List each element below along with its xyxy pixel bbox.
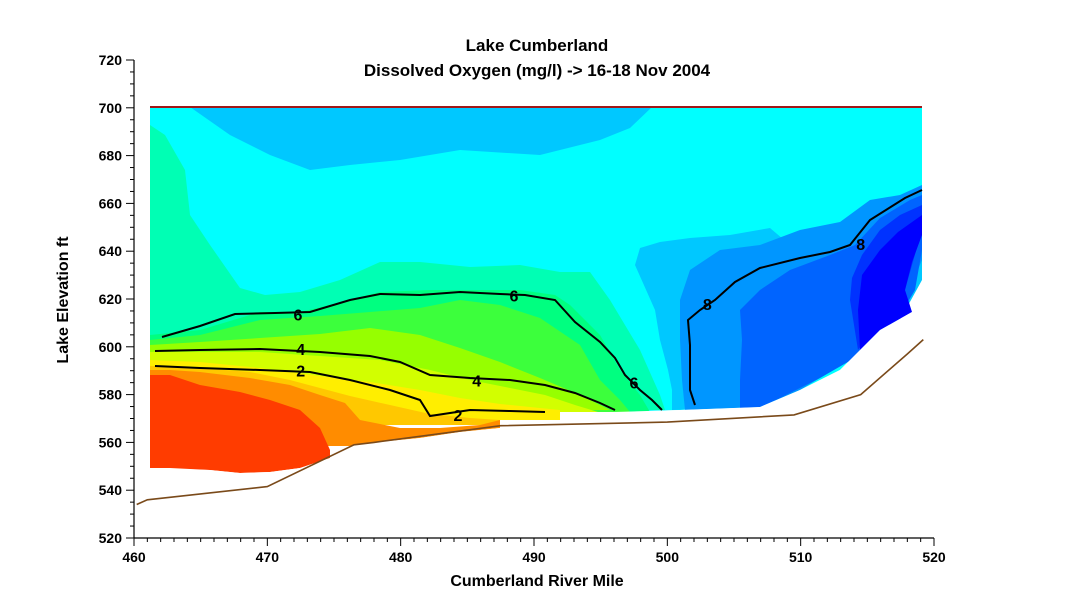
- band-pure-blue: [858, 215, 922, 350]
- x-tick-label: 490: [522, 549, 546, 565]
- y-tick-label: 560: [99, 434, 123, 450]
- y-tick-label: 600: [99, 339, 123, 355]
- contour-label: 6: [294, 308, 303, 325]
- x-tick-label: 470: [256, 549, 280, 565]
- chart-title: Lake Cumberland: [466, 36, 609, 55]
- x-tick-label: 480: [389, 549, 413, 565]
- bottom-profile-line: [136, 339, 924, 506]
- y-tick-label: 540: [99, 482, 123, 498]
- y-tick-label: 660: [99, 195, 123, 211]
- bed-mask: [140, 300, 925, 545]
- x-tick-label: 520: [922, 549, 946, 565]
- chart-subtitle: Dissolved Oxygen (mg/l) -> 16-18 Nov 200…: [364, 61, 711, 80]
- contour-label: 6: [510, 288, 519, 305]
- contour-2: [154, 365, 546, 418]
- y-tick-label: 720: [99, 52, 123, 68]
- contour-label: 2: [296, 364, 305, 381]
- y-tick-label: 520: [99, 530, 123, 546]
- contour-label: 4: [296, 342, 305, 359]
- y-axis-label: Lake Elevation ft: [55, 236, 72, 364]
- y-tick-label: 620: [99, 291, 123, 307]
- y-ticks: 520 540 560 580 600 620 640 660 680 700 720: [99, 52, 134, 546]
- contour-label: 2: [454, 408, 463, 425]
- contour-label: 4: [472, 373, 481, 390]
- y-tick-label: 640: [99, 243, 123, 259]
- y-tick-label: 700: [99, 100, 123, 116]
- contour-label: 8: [856, 237, 865, 254]
- x-tick-label: 510: [789, 549, 813, 565]
- y-tick-label: 580: [99, 387, 123, 403]
- x-ticks: 460 470 480 490 500 510 520: [122, 538, 946, 565]
- x-tick-label: 460: [122, 549, 146, 565]
- contour-label: 8: [703, 297, 712, 314]
- x-axis-label: Cumberland River Mile: [450, 573, 623, 590]
- contour-label: 6: [630, 376, 639, 393]
- contour-4: [154, 347, 616, 411]
- x-tick-label: 500: [656, 549, 680, 565]
- band-red: [150, 375, 330, 473]
- contour-6-left: [161, 290, 663, 411]
- contour-fill-layer: [150, 106, 922, 473]
- band-light-blue-top: [190, 107, 652, 170]
- contour-8: [686, 189, 923, 406]
- contour-labels: 6 6 4 4 2 2 6 8 8: [294, 237, 866, 425]
- y-tick-label: 680: [99, 148, 123, 164]
- contour-lines: [154, 189, 923, 418]
